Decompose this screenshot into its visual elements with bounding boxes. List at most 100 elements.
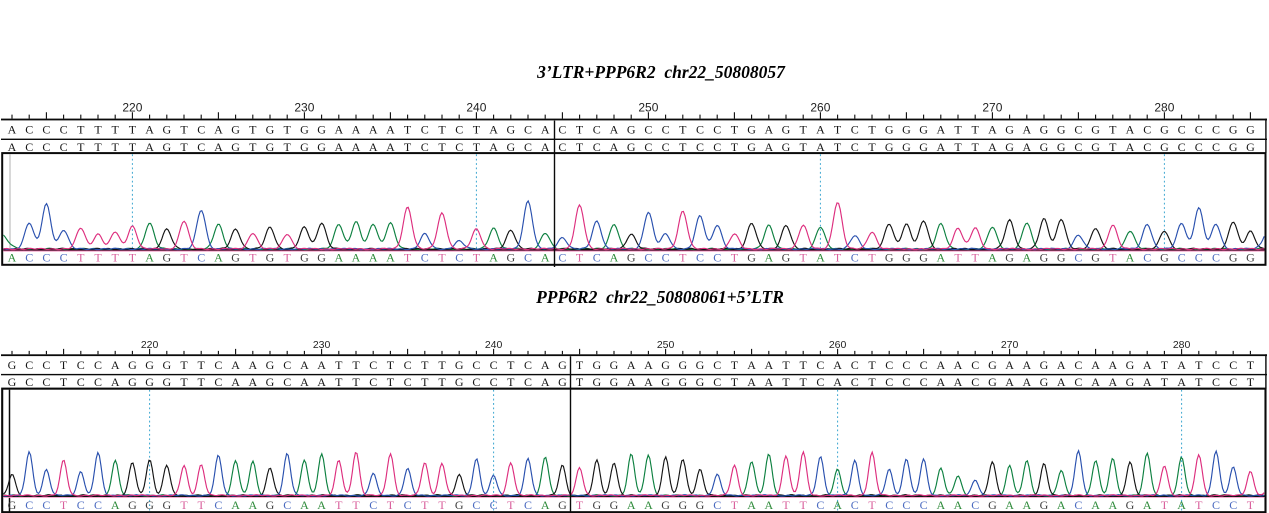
svg-text:T: T bbox=[473, 250, 481, 264]
svg-text:T: T bbox=[198, 498, 206, 512]
svg-text:C: C bbox=[524, 375, 532, 389]
svg-text:C: C bbox=[77, 498, 85, 512]
svg-text:A: A bbox=[954, 375, 963, 389]
svg-text:C: C bbox=[283, 375, 291, 389]
svg-text:G: G bbox=[661, 358, 670, 372]
svg-text:T: T bbox=[507, 498, 515, 512]
svg-text:C: C bbox=[885, 498, 893, 512]
svg-text:A: A bbox=[936, 498, 945, 512]
svg-text:T: T bbox=[1109, 250, 1117, 264]
svg-text:T: T bbox=[507, 358, 515, 372]
svg-text:C: C bbox=[1074, 498, 1082, 512]
svg-text:C: C bbox=[524, 358, 532, 372]
svg-text:A: A bbox=[1108, 498, 1117, 512]
svg-text:C: C bbox=[558, 250, 566, 264]
svg-text:C: C bbox=[1212, 250, 1220, 264]
svg-text:C: C bbox=[902, 358, 910, 372]
svg-text:G: G bbox=[162, 140, 171, 154]
svg-text:T: T bbox=[352, 358, 360, 372]
svg-text:G: G bbox=[661, 375, 670, 389]
svg-text:C: C bbox=[558, 140, 566, 154]
svg-text:A: A bbox=[988, 140, 997, 154]
svg-text:C: C bbox=[421, 122, 429, 136]
svg-text:A: A bbox=[1126, 140, 1135, 154]
svg-text:G: G bbox=[1091, 140, 1100, 154]
svg-text:G: G bbox=[1040, 122, 1049, 136]
svg-text:T: T bbox=[782, 375, 790, 389]
svg-text:C: C bbox=[902, 498, 910, 512]
svg-text:G: G bbox=[266, 250, 275, 264]
svg-text:C: C bbox=[42, 375, 50, 389]
svg-text:T: T bbox=[180, 250, 188, 264]
svg-text:C: C bbox=[644, 122, 652, 136]
svg-text:T: T bbox=[507, 375, 515, 389]
svg-text:A: A bbox=[816, 250, 825, 264]
svg-text:C: C bbox=[971, 375, 979, 389]
svg-text:T: T bbox=[782, 358, 790, 372]
svg-text:G: G bbox=[1057, 250, 1066, 264]
svg-text:T: T bbox=[284, 250, 292, 264]
svg-text:C: C bbox=[490, 375, 498, 389]
svg-text:C: C bbox=[902, 375, 910, 389]
svg-text:A: A bbox=[936, 375, 945, 389]
svg-text:PPP6R2 chr22_50808061+5’LTR: PPP6R2 chr22_50808061+5’LTR bbox=[535, 287, 784, 307]
svg-text:A: A bbox=[334, 122, 343, 136]
svg-text:280: 280 bbox=[1154, 101, 1174, 115]
svg-text:A: A bbox=[988, 250, 997, 264]
svg-text:A: A bbox=[214, 122, 223, 136]
svg-text:A: A bbox=[747, 375, 756, 389]
svg-text:A: A bbox=[816, 140, 825, 154]
svg-text:A: A bbox=[145, 140, 154, 154]
svg-text:C: C bbox=[94, 358, 102, 372]
svg-text:T: T bbox=[60, 498, 68, 512]
svg-text:C: C bbox=[1178, 250, 1186, 264]
svg-text:G: G bbox=[162, 358, 171, 372]
svg-text:C: C bbox=[885, 375, 893, 389]
svg-text:A: A bbox=[369, 140, 378, 154]
svg-text:C: C bbox=[971, 498, 979, 512]
svg-text:A: A bbox=[145, 122, 154, 136]
svg-text:A: A bbox=[936, 358, 945, 372]
svg-text:T: T bbox=[576, 375, 584, 389]
svg-text:A: A bbox=[231, 498, 240, 512]
svg-text:C: C bbox=[455, 140, 463, 154]
svg-text:C: C bbox=[472, 498, 480, 512]
svg-text:G: G bbox=[1229, 140, 1238, 154]
svg-text:C: C bbox=[1212, 140, 1220, 154]
svg-text:C: C bbox=[816, 375, 824, 389]
svg-text:G: G bbox=[592, 358, 601, 372]
svg-text:C: C bbox=[60, 140, 68, 154]
svg-text:230: 230 bbox=[313, 339, 331, 351]
svg-text:C: C bbox=[94, 375, 102, 389]
svg-text:T: T bbox=[94, 122, 102, 136]
svg-text:T: T bbox=[473, 122, 481, 136]
svg-text:C: C bbox=[713, 498, 721, 512]
svg-text:G: G bbox=[1005, 250, 1014, 264]
svg-text:G: G bbox=[1040, 375, 1049, 389]
svg-text:G: G bbox=[988, 375, 997, 389]
svg-text:C: C bbox=[421, 140, 429, 154]
svg-text:G: G bbox=[506, 122, 515, 136]
svg-text:T: T bbox=[94, 140, 102, 154]
svg-text:A: A bbox=[764, 122, 773, 136]
svg-text:G: G bbox=[128, 375, 137, 389]
svg-text:G: G bbox=[782, 122, 791, 136]
svg-text:G: G bbox=[696, 498, 705, 512]
svg-text:C: C bbox=[472, 358, 480, 372]
svg-text:C: C bbox=[1195, 250, 1203, 264]
svg-text:A: A bbox=[317, 358, 326, 372]
svg-text:C: C bbox=[214, 358, 222, 372]
svg-text:C: C bbox=[25, 250, 33, 264]
svg-text:C: C bbox=[369, 498, 377, 512]
svg-text:C: C bbox=[1229, 498, 1237, 512]
svg-text:C: C bbox=[25, 498, 33, 512]
svg-text:G: G bbox=[1126, 358, 1135, 372]
svg-text:C: C bbox=[42, 358, 50, 372]
svg-text:T: T bbox=[60, 358, 68, 372]
svg-text:G: G bbox=[300, 140, 309, 154]
svg-text:G: G bbox=[1160, 140, 1169, 154]
svg-text:G: G bbox=[1005, 140, 1014, 154]
svg-text:G: G bbox=[455, 375, 464, 389]
svg-text:G: G bbox=[231, 250, 240, 264]
svg-text:C: C bbox=[77, 358, 85, 372]
